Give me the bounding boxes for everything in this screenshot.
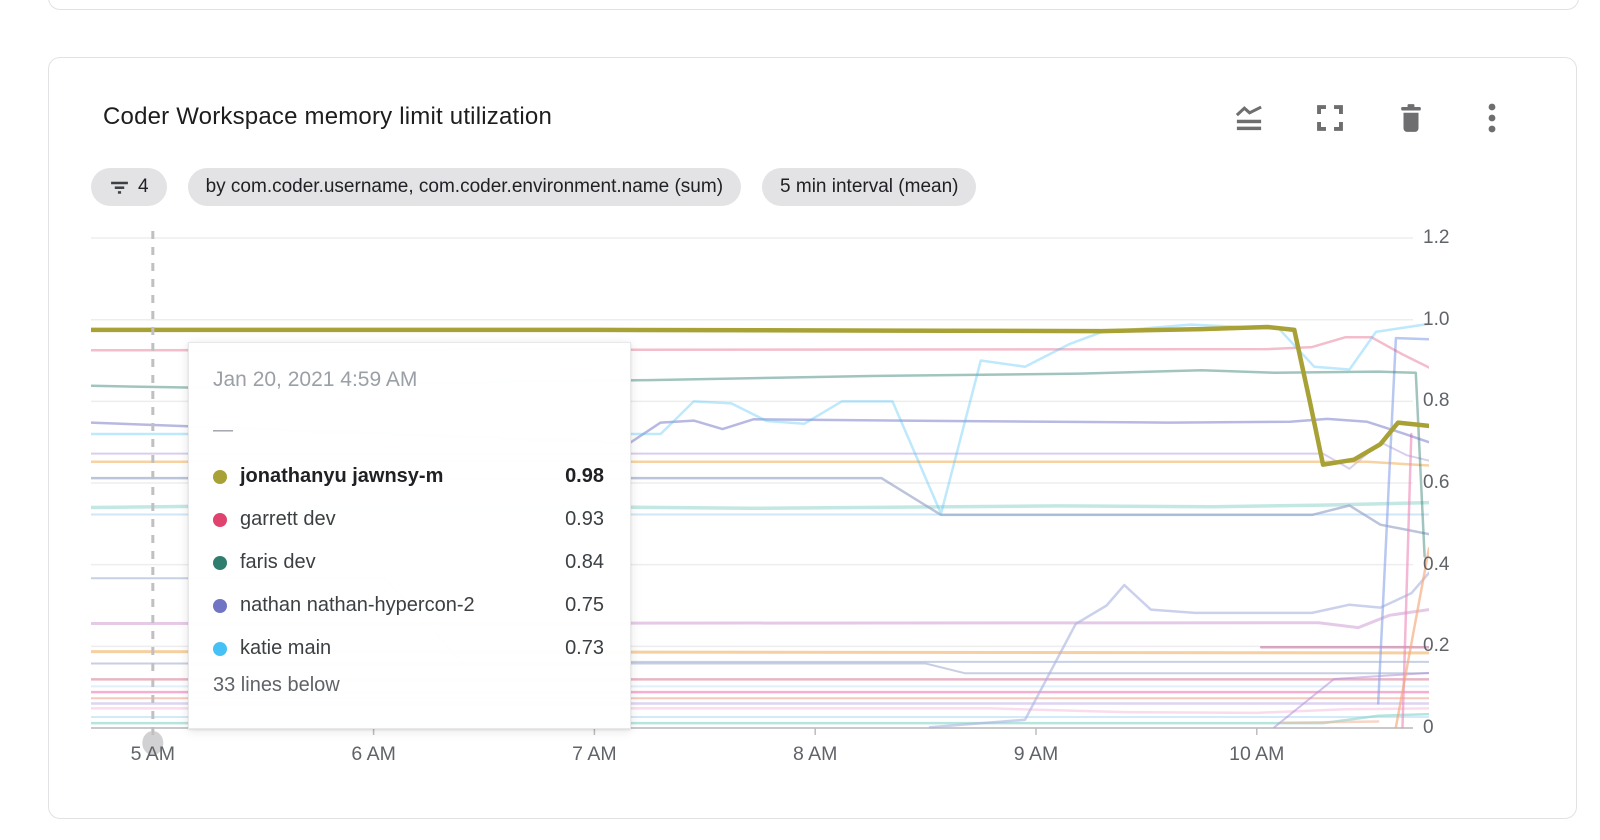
tooltip-footer: 33 lines below [213,674,340,696]
x-axis-label: 5 AM [131,743,175,765]
widget-title: Coder Workspace memory limit utilization [103,103,553,130]
cursor-handle[interactable] [142,731,164,755]
series-line[interactable] [928,571,1429,729]
series-line[interactable] [1273,671,1429,729]
x-axis-label: 9 AM [1014,743,1058,765]
tooltip-row: katie main 0.73 [213,627,604,670]
series-line[interactable] [91,608,1429,630]
filter-count: 4 [138,176,149,197]
tooltip-timestamp: Jan 20, 2021 4:59 AM [213,368,418,391]
series-line[interactable] [1376,336,1429,705]
series-name: katie main [240,637,332,659]
y-axis-label: 0.6 [1423,472,1450,494]
tooltip-row: jonathanyu jawnsy-m 0.98 [213,455,604,498]
area-chart-icon[interactable] [1231,100,1267,136]
previous-card-edge [48,0,1579,10]
series-name: nathan nathan-hypercon-2 [240,594,475,616]
y-axis-label: 1.0 [1423,308,1450,330]
group-by-chip[interactable]: by com.coder.username, com.coder.environ… [187,168,742,206]
chart-tooltip: Jan 20, 2021 4:59 AM — jonathanyu jawnsy… [188,342,631,729]
series-color-dot [213,598,227,613]
series-color-dot [213,512,227,527]
widget-toolbar [1231,100,1510,136]
y-axis-label: 1.2 [1423,227,1450,249]
series-line[interactable] [91,476,1429,536]
series-line[interactable] [91,707,1429,715]
y-axis-label: 0.4 [1423,553,1450,575]
series-color-dot [213,641,227,656]
series-value: 0.98 [565,465,604,487]
chart-widget-card: Coder Workspace memory limit utilization [48,57,1577,819]
filter-chip[interactable]: 4 [91,168,167,206]
series-name: jonathanyu jawnsy-m [240,465,444,487]
series-line[interactable] [91,322,1429,515]
series-color-dot [213,469,227,484]
series-value: 0.93 [565,508,604,530]
tooltip-row: faris dev 0.84 [213,541,604,584]
series-line[interactable] [1282,720,1380,724]
series-value: 0.75 [565,594,604,616]
series-value: 0.84 [565,551,604,573]
filter-funnel-icon [109,177,130,198]
x-axis-label: 10 AM [1229,743,1284,765]
y-axis-label: 0.8 [1423,390,1450,412]
x-axis-label: 6 AM [351,743,395,765]
series-color-dot [213,555,227,570]
series-name: garrett dev [240,508,336,530]
tooltip-row: garrett dev 0.93 [213,498,604,541]
trash-icon[interactable] [1393,100,1429,136]
y-axis-label: 0.2 [1423,635,1450,657]
series-line[interactable] [91,324,1429,467]
tooltip-rows: jonathanyu jawnsy-m 0.98 garrett dev 0.93 fa… [213,455,604,670]
y-axis-label: 0 [1423,717,1434,738]
series-line[interactable] [91,417,1429,445]
interval-chip[interactable]: 5 min interval (mean) [762,168,977,206]
query-chips: 4 by com.coder.username, com.coder.envir… [91,168,977,206]
tooltip-placeholder: — [213,419,233,441]
series-value: 0.73 [565,637,604,659]
tooltip-row: nathan nathan-hypercon-2 0.75 [213,584,604,627]
series-line[interactable] [91,336,1429,369]
series-line[interactable] [1394,547,1429,729]
series-name: faris dev [240,551,316,573]
fullscreen-icon[interactable] [1312,100,1348,136]
x-axis-label: 8 AM [793,743,837,765]
x-axis-label: 7 AM [572,743,616,765]
kebab-menu-icon[interactable] [1474,100,1510,136]
